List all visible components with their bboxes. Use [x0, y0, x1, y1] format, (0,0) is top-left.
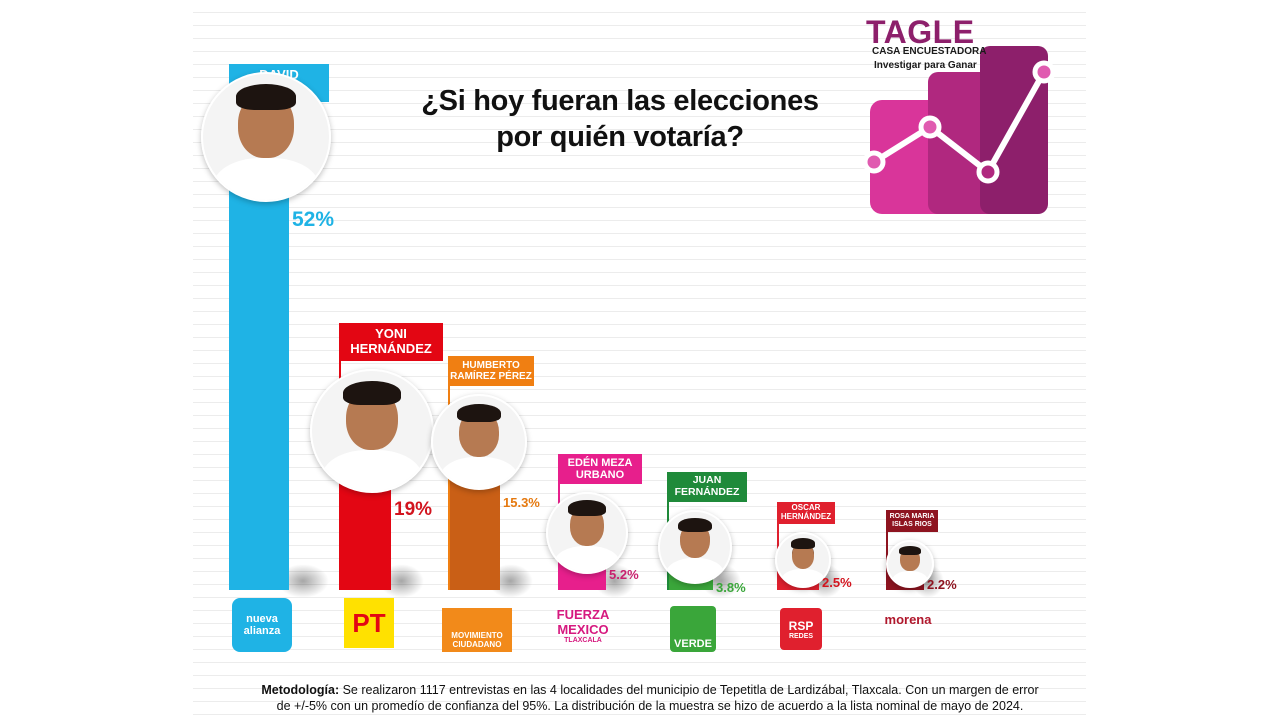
methodology-label: Metodología: — [261, 683, 340, 697]
candidate-photo — [886, 540, 934, 589]
candidate-name-line: HERNÁNDEZ — [780, 512, 832, 522]
photo-hair — [456, 403, 502, 423]
value-label: 3.8% — [716, 580, 746, 595]
photo-shirt — [321, 450, 423, 491]
candidate-photo — [310, 368, 434, 493]
value-label: 52% — [292, 208, 335, 232]
value-label: 5.2% — [609, 567, 639, 582]
candidate-photo — [775, 532, 831, 589]
candidate-name-line: RAMÍREZ PÉREZ — [450, 371, 532, 383]
candidate-name-line: ISLAS RIOS — [892, 521, 932, 529]
party-logo: nueva alianza — [232, 598, 292, 652]
photo-shirt — [554, 545, 620, 573]
photo-shirt — [665, 558, 725, 583]
candidate-name-tag: HUMBERTO RAMÍREZ PÉREZ — [448, 356, 534, 387]
party-name: morena — [884, 611, 932, 627]
party-logo: morena — [880, 604, 936, 634]
candidate-name-tag: YONI HERNÁNDEZ — [339, 322, 443, 361]
candidate-name-line: EDÉN MEZA — [567, 456, 633, 469]
candidate-photo — [431, 394, 527, 491]
photo-hair — [790, 538, 816, 549]
brand-tagline: Investigar para Ganar — [874, 60, 977, 71]
brand-name: TAGLE — [866, 14, 975, 50]
party-subname: TLAXCALA — [564, 636, 602, 644]
title-line-1: ¿Si hoy fueran las elecciones — [421, 85, 819, 117]
party-name: RSP — [788, 618, 814, 633]
photo-hair — [343, 380, 401, 405]
brand-logo: TAGLE CASA ENCUESTADORA Investigar para … — [858, 12, 1058, 222]
photo-hair — [899, 545, 921, 555]
candidate-name-tag: JUAN FERNÁNDEZ — [667, 472, 747, 503]
photo-hair — [568, 500, 606, 516]
methodology-note: Metodología: Se realizaron 1117 entrevis… — [250, 682, 1050, 714]
candidate-photo — [201, 72, 331, 203]
guide-line — [229, 102, 231, 590]
photo-shirt — [781, 568, 825, 587]
brand-subtitle: CASA ENCUESTADORA — [872, 46, 987, 57]
candidate-photo — [546, 492, 628, 575]
party-logo: MOVIMIENTO CIUDADANO — [442, 608, 512, 652]
methodology-text-2: de +/-5% con un promedío de confianza de… — [276, 699, 1024, 713]
party-name: nueva alianza — [243, 613, 281, 637]
candidate-name-line: FERNÁNDEZ — [674, 486, 740, 499]
party-logo: RSP REDES — [780, 608, 822, 650]
chart-title: ¿Si hoy fueran las elecciones por quién … — [360, 83, 880, 155]
candidate-photo — [658, 510, 732, 585]
party-name: VERDE — [674, 638, 712, 650]
candidate-name-tag: OSCAR HERNÁNDEZ — [777, 502, 835, 525]
photo-hair — [678, 517, 712, 532]
methodology-text-1: Se realizaron 1117 entrevistas en las 4 … — [339, 683, 1039, 697]
value-label: 2.5% — [822, 575, 852, 591]
candidate-name-line: JUAN — [692, 474, 722, 487]
brand-chart-icon — [862, 46, 1056, 214]
candidate-name-line: ROSA MARIA — [889, 513, 935, 521]
candidate-name-tag: ROSA MARIA ISLAS RIOS — [886, 510, 938, 533]
bar — [231, 127, 289, 590]
photo-shirt — [891, 571, 929, 587]
party-logo: PT — [344, 598, 394, 648]
party-name: PT — [352, 607, 386, 638]
party-logo: FUERZA MEXICO TLAXCALA — [545, 598, 621, 652]
value-label: 19% — [394, 498, 433, 520]
photo-shirt — [440, 457, 518, 489]
party-name: FUERZA MEXICO — [556, 606, 610, 637]
photo-hair — [235, 84, 297, 110]
candidate-name-line: HUMBERTO — [462, 360, 520, 372]
value-label: 15.3% — [503, 494, 540, 510]
value-label: 2.2% — [927, 577, 957, 592]
photo-shirt — [213, 157, 319, 201]
party-logo: VERDE — [670, 606, 716, 652]
candidate-name-line: YONI — [375, 326, 407, 342]
party-name: MOVIMIENTO CIUDADANO — [451, 631, 503, 649]
title-line-2: por quién votaría? — [496, 121, 744, 153]
candidate-name-line: OSCAR — [791, 503, 821, 513]
candidate-name-line: URBANO — [575, 469, 625, 482]
party-subname: REDES — [788, 632, 814, 640]
candidate-name-tag: EDÉN MEZA URBANO — [558, 454, 642, 485]
candidate-name-line: HERNÁNDEZ — [350, 340, 432, 356]
